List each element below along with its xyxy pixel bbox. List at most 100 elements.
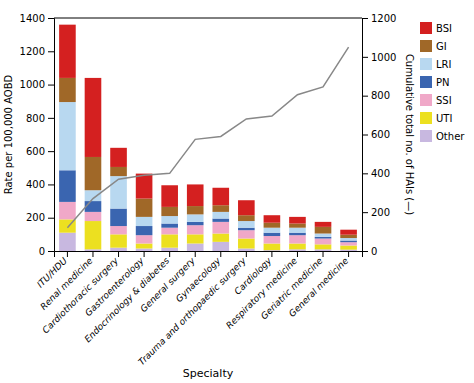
bar bbox=[161, 248, 178, 251]
bar bbox=[264, 228, 281, 233]
tick-label: 800 bbox=[26, 113, 45, 124]
bar bbox=[59, 25, 76, 78]
bar bbox=[289, 249, 306, 251]
x-axis: ITU/HDURenal medicineCardiothoracic surg… bbox=[35, 251, 362, 367]
tick: 200 bbox=[26, 212, 54, 223]
bar bbox=[289, 233, 306, 235]
bar bbox=[315, 249, 332, 251]
tick-label: 1200 bbox=[20, 46, 45, 57]
y2-axis: 020040060080010001200 bbox=[362, 13, 396, 257]
tick-mark bbox=[118, 251, 119, 257]
bar bbox=[315, 239, 332, 245]
bar bbox=[238, 215, 255, 221]
bar bbox=[110, 167, 127, 176]
tick: 400 bbox=[362, 168, 390, 179]
tick: 600 bbox=[26, 146, 54, 157]
tick: 200 bbox=[362, 207, 390, 218]
legend-swatch bbox=[420, 94, 432, 106]
tick-mark bbox=[362, 173, 368, 174]
legend-item: Other bbox=[420, 130, 465, 142]
legend-label: GI bbox=[436, 41, 447, 52]
bar bbox=[264, 233, 281, 236]
bar bbox=[238, 239, 255, 249]
bar-series bbox=[59, 78, 357, 238]
tick-label: 800 bbox=[371, 90, 390, 101]
frame-line bbox=[54, 18, 362, 19]
tick-label: 600 bbox=[371, 129, 390, 140]
bar bbox=[85, 221, 102, 249]
bar bbox=[136, 226, 153, 235]
bar bbox=[212, 222, 229, 234]
legend-label: Other bbox=[436, 131, 465, 142]
bar bbox=[187, 214, 204, 221]
legend-swatch bbox=[420, 58, 432, 70]
tick-mark bbox=[144, 251, 145, 257]
tick: Gynaecology bbox=[174, 251, 223, 304]
bar bbox=[59, 233, 76, 251]
bar bbox=[315, 227, 332, 234]
bar bbox=[110, 248, 127, 251]
legend-swatch bbox=[420, 22, 432, 34]
axis-line bbox=[363, 19, 369, 252]
bar bbox=[59, 102, 76, 170]
tick-mark bbox=[362, 212, 368, 213]
bar bbox=[264, 236, 281, 243]
tick: 400 bbox=[26, 179, 54, 190]
tick-mark bbox=[362, 18, 368, 19]
bar bbox=[340, 242, 357, 245]
bar bbox=[238, 221, 255, 228]
tick-label: 400 bbox=[371, 168, 390, 179]
tick-mark bbox=[48, 218, 54, 219]
tick-label: General medicine bbox=[287, 255, 351, 319]
line bbox=[67, 47, 348, 228]
bar bbox=[136, 199, 153, 217]
y-axis-title: Rate per 100,000 AOBD bbox=[3, 74, 14, 194]
tick-mark bbox=[297, 251, 298, 257]
bar bbox=[161, 216, 178, 223]
bar-series bbox=[59, 170, 357, 242]
tick-label: 1200 bbox=[371, 13, 396, 24]
tick-mark bbox=[362, 57, 368, 58]
tick-label: 1400 bbox=[20, 13, 45, 24]
tick-mark bbox=[67, 251, 68, 257]
tick: 0 bbox=[362, 246, 377, 257]
bar bbox=[264, 244, 281, 251]
tick-label: 200 bbox=[26, 212, 45, 223]
legend-label: BSI bbox=[436, 23, 452, 34]
y-axis: 0200400600800100012001400 bbox=[20, 13, 55, 257]
tick: 800 bbox=[362, 90, 390, 101]
bar bbox=[85, 249, 102, 251]
y2-axis-title: Cumulative total no. of HAIs (—) bbox=[404, 54, 415, 215]
tick-mark bbox=[92, 251, 93, 257]
bar bbox=[136, 217, 153, 226]
tick-label: 600 bbox=[26, 146, 45, 157]
legend-item: LRI bbox=[420, 58, 451, 70]
legend-label: PN bbox=[436, 77, 450, 88]
bar-series bbox=[59, 219, 357, 250]
bar bbox=[59, 78, 76, 102]
tick-mark bbox=[271, 251, 272, 257]
legend-swatch bbox=[420, 40, 432, 52]
tick-label: 0 bbox=[371, 246, 377, 257]
tick: 1000 bbox=[20, 79, 54, 90]
tick-label: 1000 bbox=[20, 79, 45, 90]
bar bbox=[161, 207, 178, 216]
bar bbox=[289, 224, 306, 228]
bar bbox=[161, 228, 178, 235]
bar bbox=[289, 244, 306, 250]
bar-series bbox=[59, 102, 357, 240]
bar bbox=[340, 238, 357, 240]
bar bbox=[340, 250, 357, 251]
bar bbox=[85, 212, 102, 221]
bar bbox=[161, 234, 178, 247]
bar bbox=[187, 206, 204, 214]
plot: ITU/HDURenal medicineCardiothoracic surg… bbox=[20, 13, 397, 367]
legend-item: UTI bbox=[420, 112, 452, 124]
legend-item: SSI bbox=[420, 94, 452, 106]
bar bbox=[110, 226, 127, 234]
bar bbox=[136, 235, 153, 243]
legend-label: LRI bbox=[436, 59, 451, 70]
tick-mark bbox=[48, 18, 54, 19]
bar bbox=[264, 215, 281, 222]
bar bbox=[110, 176, 127, 208]
